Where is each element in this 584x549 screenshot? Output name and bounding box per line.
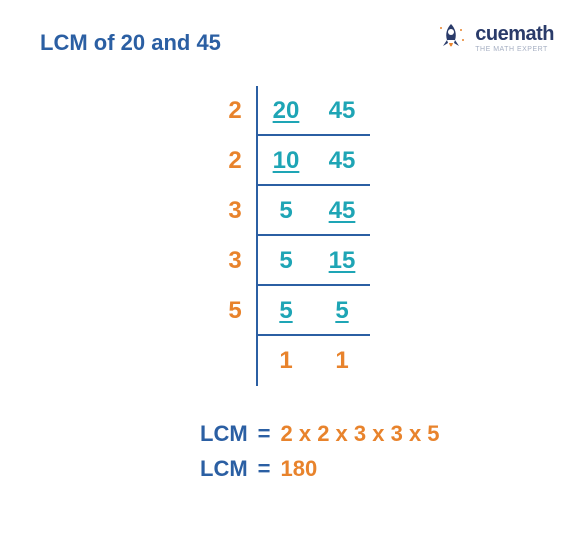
ladder-row: 555: [214, 286, 370, 336]
number-cell: 45: [314, 136, 370, 186]
divisor-cell: 2: [214, 136, 258, 186]
logo-text: cuemath: [475, 23, 554, 46]
result-block: LCM = 2 x 2 x 3 x 3 x 5 LCM = 180: [200, 416, 544, 486]
ladder-row: 22045: [214, 86, 370, 136]
rocket-icon: [433, 20, 469, 56]
lcm-label: LCM: [200, 416, 248, 451]
divisor-cell-empty: [214, 336, 258, 386]
final-number-cell: 1: [314, 336, 370, 386]
ladder-row: 3515: [214, 236, 370, 286]
number-cell: 5: [258, 186, 314, 236]
lcm-value: 180: [281, 451, 318, 486]
divisor-cell: 3: [214, 236, 258, 286]
divisor-cell: 3: [214, 186, 258, 236]
lcm-label: LCM: [200, 451, 248, 486]
equals-sign: =: [258, 451, 271, 486]
logo-tagline: THE MATH EXPERT: [475, 46, 554, 53]
number-cell: 5: [258, 286, 314, 336]
brand-logo: cuemath THE MATH EXPERT: [433, 20, 554, 56]
divisor-cell: 2: [214, 86, 258, 136]
ladder-row: 3545: [214, 186, 370, 236]
number-cell: 45: [314, 86, 370, 136]
final-number-cell: 1: [258, 336, 314, 386]
number-cell: 5: [258, 236, 314, 286]
number-cell: 5: [314, 286, 370, 336]
division-ladder: 22045210453545351555511: [214, 86, 370, 386]
number-cell: 10: [258, 136, 314, 186]
ladder-final-row: 11: [214, 336, 370, 386]
divisor-cell: 5: [214, 286, 258, 336]
number-cell: 20: [258, 86, 314, 136]
lcm-expression: 2 x 2 x 3 x 3 x 5: [281, 416, 440, 451]
number-cell: 45: [314, 186, 370, 236]
ladder-row: 21045: [214, 136, 370, 186]
number-cell: 15: [314, 236, 370, 286]
equals-sign: =: [258, 416, 271, 451]
